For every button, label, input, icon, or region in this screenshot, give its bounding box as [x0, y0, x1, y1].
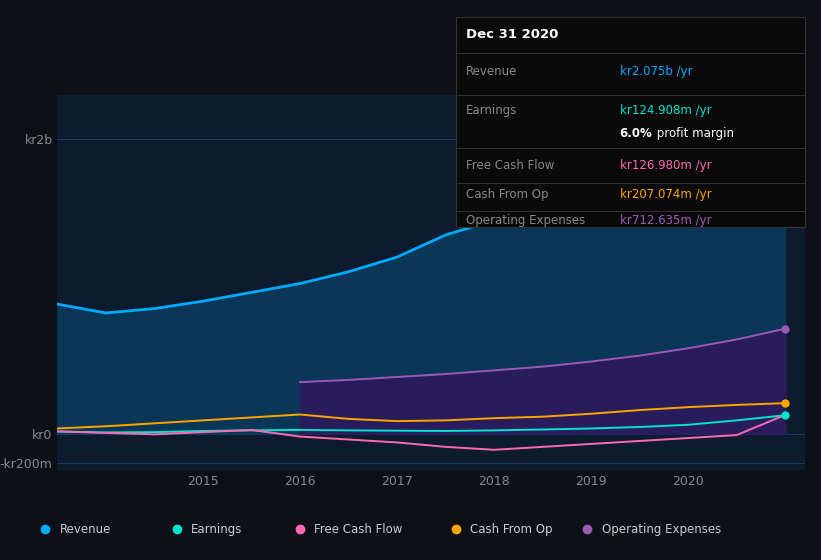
Text: Cash From Op: Cash From Op	[470, 522, 553, 536]
Text: Operating Expenses: Operating Expenses	[602, 522, 721, 536]
Text: kr2.075b /yr: kr2.075b /yr	[620, 65, 692, 78]
Text: Free Cash Flow: Free Cash Flow	[314, 522, 403, 536]
Text: Earnings: Earnings	[191, 522, 243, 536]
Text: kr207.074m /yr: kr207.074m /yr	[620, 188, 711, 200]
Text: 6.0%: 6.0%	[620, 127, 653, 140]
Text: Free Cash Flow: Free Cash Flow	[466, 160, 554, 172]
Text: kr712.635m /yr: kr712.635m /yr	[620, 214, 711, 227]
Text: kr124.908m /yr: kr124.908m /yr	[620, 104, 711, 116]
Text: Dec 31 2020: Dec 31 2020	[466, 28, 558, 41]
Text: Earnings: Earnings	[466, 104, 517, 116]
Text: Cash From Op: Cash From Op	[466, 188, 548, 200]
Text: Operating Expenses: Operating Expenses	[466, 214, 585, 227]
Text: Revenue: Revenue	[60, 522, 112, 536]
Text: profit margin: profit margin	[653, 127, 734, 140]
Text: kr126.980m /yr: kr126.980m /yr	[620, 160, 711, 172]
Text: Revenue: Revenue	[466, 65, 517, 78]
